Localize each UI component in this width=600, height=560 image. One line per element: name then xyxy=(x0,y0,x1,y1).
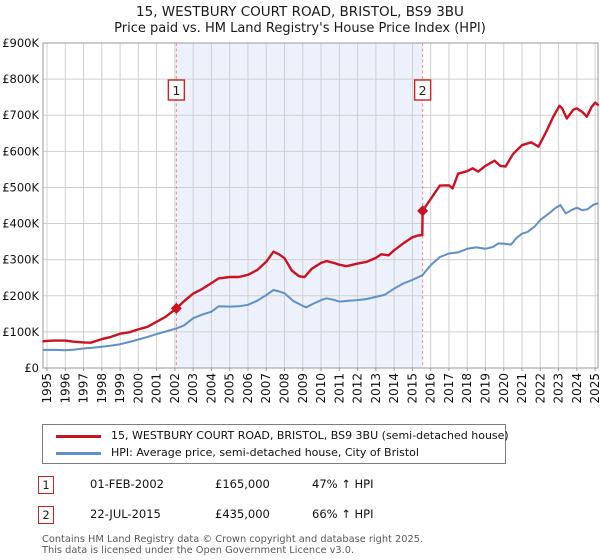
footer-line-2: This data is licensed under the Open Gov… xyxy=(42,545,355,556)
sale-2-date: 22-JUL-2015 xyxy=(90,507,161,521)
sale-2-number-badge: 2 xyxy=(38,506,54,524)
svg-text:£600K: £600K xyxy=(2,144,39,158)
svg-text:£900K: £900K xyxy=(2,36,39,50)
svg-text:2021: 2021 xyxy=(515,373,529,404)
svg-text:2012: 2012 xyxy=(351,373,365,404)
svg-text:£500K: £500K xyxy=(2,180,39,194)
svg-text:2002: 2002 xyxy=(168,373,182,404)
footer-line-1: Contains HM Land Registry data © Crown c… xyxy=(42,534,424,545)
sale-annotation-row: 2 22-JUL-2015 £435,000 66% ↑ HPI xyxy=(0,506,600,526)
svg-text:£0: £0 xyxy=(24,361,39,375)
price-history-line-chart: 1 2 £0 £100K £200K £300K £400K £500K £600K £700K £… xyxy=(2,36,600,404)
svg-text:2018: 2018 xyxy=(460,373,474,404)
svg-text:£700K: £700K xyxy=(2,108,39,122)
svg-text:£400K: £400K xyxy=(2,217,39,231)
svg-text:2015: 2015 xyxy=(405,373,419,404)
svg-text:1: 1 xyxy=(172,83,180,98)
svg-text:2006: 2006 xyxy=(241,373,255,404)
svg-text:2013: 2013 xyxy=(369,373,383,404)
sale-annotation-row: 1 01-FEB-2002 £165,000 47% ↑ HPI xyxy=(0,476,600,496)
svg-text:2007: 2007 xyxy=(259,373,273,404)
svg-text:2009: 2009 xyxy=(296,373,310,404)
svg-text:2011: 2011 xyxy=(332,373,346,404)
svg-text:2024: 2024 xyxy=(570,373,584,404)
chart-title-block: 15, WESTBURY COURT ROAD, BRISTOL, BS9 3B… xyxy=(0,4,600,37)
svg-text:2008: 2008 xyxy=(278,373,292,404)
svg-text:1995: 1995 xyxy=(40,373,54,404)
sale-1-number-badge: 1 xyxy=(38,476,54,494)
sale-1-price: £165,000 xyxy=(215,477,270,491)
legend-item-price-paid: 15, WESTBURY COURT ROAD, BRISTOL, BS9 3B… xyxy=(43,427,509,444)
sale-1-hpi-delta: 47% ↑ HPI xyxy=(312,477,374,491)
svg-text:2022: 2022 xyxy=(533,373,547,404)
svg-text:1997: 1997 xyxy=(77,373,91,404)
svg-text:2000: 2000 xyxy=(131,373,145,404)
chart-legend: 15, WESTBURY COURT ROAD, BRISTOL, BS9 3B… xyxy=(42,424,509,464)
svg-text:2005: 2005 xyxy=(223,373,237,404)
svg-text:£100K: £100K xyxy=(2,325,39,339)
page-title: 15, WESTBURY COURT ROAD, BRISTOL, BS9 3B… xyxy=(136,4,464,20)
svg-text:2025: 2025 xyxy=(588,373,600,404)
svg-text:2016: 2016 xyxy=(424,373,438,404)
svg-text:1999: 1999 xyxy=(113,373,127,404)
sale-2-price: £435,000 xyxy=(215,507,270,521)
hpi-line-swatch xyxy=(56,452,101,455)
svg-text:2010: 2010 xyxy=(314,373,328,404)
legend-label-hpi: HPI: Average price, semi-detached house,… xyxy=(111,446,419,459)
svg-text:2004: 2004 xyxy=(204,373,218,404)
svg-text:2014: 2014 xyxy=(387,373,401,404)
svg-text:2023: 2023 xyxy=(552,373,566,404)
svg-text:£200K: £200K xyxy=(2,289,39,303)
svg-text:£300K: £300K xyxy=(2,253,39,267)
legend-item-hpi: HPI: Average price, semi-detached house,… xyxy=(43,444,505,461)
svg-text:1996: 1996 xyxy=(58,373,72,404)
svg-text:2019: 2019 xyxy=(478,373,492,404)
sale-2-hpi-delta: 66% ↑ HPI xyxy=(312,507,374,521)
svg-text:£800K: £800K xyxy=(2,72,39,86)
page-subtitle: Price paid vs. HM Land Registry's House … xyxy=(114,21,486,36)
license-footer: Contains HM Land Registry data © Crown c… xyxy=(42,534,592,556)
price-line-swatch xyxy=(56,435,101,438)
legend-label-price: 15, WESTBURY COURT ROAD, BRISTOL, BS9 3B… xyxy=(111,429,509,442)
sale-1-date: 01-FEB-2002 xyxy=(90,477,164,491)
svg-text:2020: 2020 xyxy=(497,373,511,404)
svg-text:2017: 2017 xyxy=(442,373,456,404)
svg-text:1998: 1998 xyxy=(95,373,109,404)
svg-text:2003: 2003 xyxy=(186,373,200,404)
svg-text:2001: 2001 xyxy=(150,373,164,404)
svg-text:2: 2 xyxy=(419,83,427,98)
